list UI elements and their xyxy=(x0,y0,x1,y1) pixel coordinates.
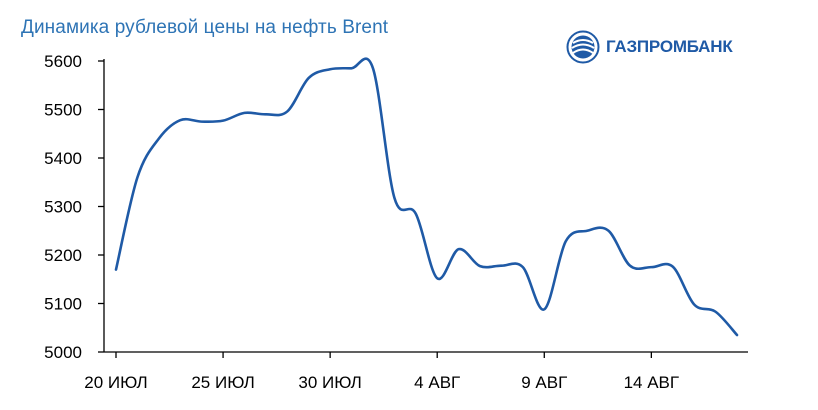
x-tick-label: 25 ИЮЛ xyxy=(191,373,254,392)
y-tick-label: 5200 xyxy=(44,246,82,265)
y-axis: 5000 5100 5200 5300 5400 5500 5600 xyxy=(44,52,105,362)
series-line xyxy=(114,57,739,337)
x-tick-label: 4 АВГ xyxy=(414,373,460,392)
y-tick-label: 5100 xyxy=(44,295,82,314)
chart-title: Динамика рублевой цены на нефть Brent xyxy=(21,17,389,38)
logo-text: ГАЗПРОМБАНК xyxy=(606,37,733,56)
series-group xyxy=(114,57,739,337)
x-tick-label: 14 АВГ xyxy=(624,373,680,392)
x-tick-label: 20 ИЮЛ xyxy=(84,373,147,392)
x-axis: 20 ИЮЛ 25 ИЮЛ 30 ИЮЛ 4 АВГ 9 АВГ 14 АВГ xyxy=(84,351,748,392)
brand-logo: ГАЗПРОМБАНК xyxy=(566,30,733,64)
x-tick-label: 30 ИЮЛ xyxy=(298,373,361,392)
y-tick-label: 5500 xyxy=(44,101,82,120)
y-tick-label: 5600 xyxy=(44,52,82,71)
x-tick-label: 9 АВГ xyxy=(521,373,567,392)
y-tick-label: 5000 xyxy=(44,343,82,362)
y-tick-label: 5400 xyxy=(44,149,82,168)
gazprombank-globe-icon xyxy=(566,30,600,64)
y-tick-label: 5300 xyxy=(44,198,82,217)
